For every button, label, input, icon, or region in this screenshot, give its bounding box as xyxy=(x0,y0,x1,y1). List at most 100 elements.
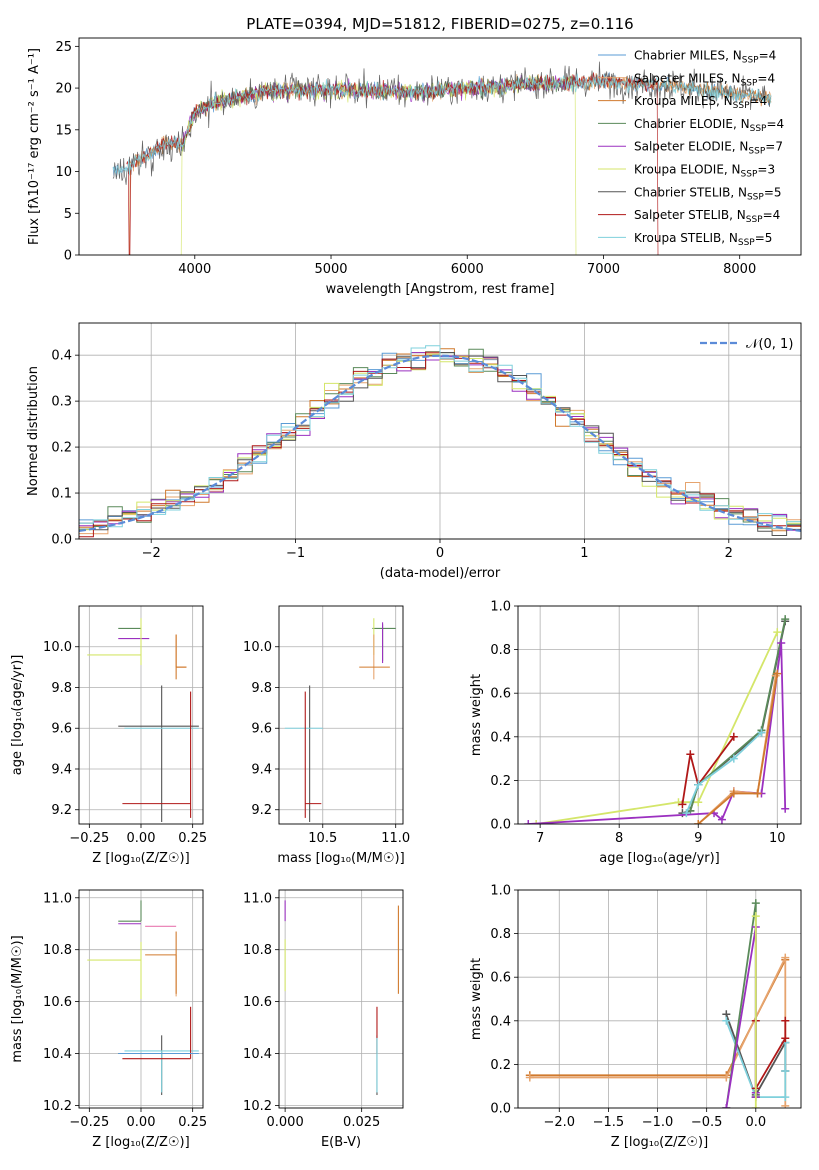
axes-frame xyxy=(78,37,802,256)
legend-label: Chabrier ELODIE, NSSP=4 xyxy=(634,117,784,134)
legend-series-name: Chabrier MILES, N xyxy=(634,49,742,63)
legend-label: Kroupa STELIB, NSSP=5 xyxy=(634,231,772,248)
x-tick-label: 11.0 xyxy=(381,831,410,846)
y-axis-label: mass [log₁₀(M/M☉)] xyxy=(10,935,25,1062)
legend-nssp-value: =4 xyxy=(750,94,768,108)
y-tick-label: 0.4 xyxy=(490,730,511,745)
weight-marker xyxy=(722,1104,731,1108)
legend-series-name: Kroupa STELIB, N xyxy=(634,231,738,245)
y-tick-label: 9.6 xyxy=(51,722,72,737)
mass-vs-metallicity-panel: −0.25 0.00 0.25 10.2 10.4 10.6 10.8 11.0 Z [log₁… xyxy=(10,889,207,1150)
weight-line-salpeter-elodie xyxy=(725,926,757,1108)
errorbar-point xyxy=(118,900,142,922)
legend-subscript: SSP xyxy=(741,78,758,88)
x-axis-label: mass [log₁₀(M/M☉)] xyxy=(277,851,404,866)
x-tick-label: 0.00 xyxy=(127,1115,156,1130)
weight-line-kroupa-stelib xyxy=(685,731,763,814)
errorbar-point xyxy=(175,634,187,668)
spectrum-series-group xyxy=(112,61,772,255)
x-tick-label: 6000 xyxy=(451,262,484,277)
age-vs-metallicity-panel: −0.25 0.00 0.25 9.2 9.4 9.6 9.8 10.0 Z [log₁₀(Z/… xyxy=(10,605,207,866)
y-tick-label: 10.4 xyxy=(43,1047,72,1062)
y-tick-label: 0.6 xyxy=(490,971,511,986)
y-tick-label: 25 xyxy=(55,40,72,55)
weight-marker xyxy=(717,815,726,824)
weight-marker xyxy=(781,1016,790,1025)
legend-nssp-value: =5 xyxy=(764,185,782,199)
x-tick-label: 0.25 xyxy=(178,831,207,846)
weight-marker xyxy=(729,732,738,741)
weight-marker xyxy=(781,615,790,624)
y-tick-label: 10.0 xyxy=(243,640,272,655)
legend-label: Salpeter STELIB, NSSP=4 xyxy=(634,208,780,225)
weight-marker xyxy=(682,809,691,818)
mass-vs-ebv-panel: 0.000 0.025 10.2 10.4 10.6 10.8 11.0 E(B-V) xyxy=(243,889,404,1150)
y-tick-label: 10.0 xyxy=(43,640,72,655)
errorbar-point xyxy=(124,1050,199,1093)
x-tick-label: 0 xyxy=(436,546,444,561)
axes-frame xyxy=(78,605,204,825)
y-tick-label: 10.6 xyxy=(43,995,72,1010)
legend-nssp-value: =4 xyxy=(757,71,775,85)
legend-subscript: SSP xyxy=(746,215,763,225)
weight-marker xyxy=(773,628,782,637)
y-tick-label: 10.8 xyxy=(243,943,272,958)
errorbar-group xyxy=(87,900,199,1096)
x-tick-label: −2 xyxy=(142,546,161,561)
x-tick-label: 7000 xyxy=(587,262,620,277)
y-tick-label: 11.0 xyxy=(243,891,272,906)
legend-series-name: Salpeter STELIB, N xyxy=(634,208,746,222)
y-tick-label: 9.6 xyxy=(251,722,272,737)
y-tick-label: 1.0 xyxy=(490,884,511,899)
x-tick-label: −1.5 xyxy=(593,1115,625,1130)
y-tick-label: 0.0 xyxy=(490,818,511,833)
x-axis-label: wavelength [Angstrom, rest frame] xyxy=(326,282,555,297)
x-tick-label: 10.5 xyxy=(308,831,337,846)
legend-subscript: SSP xyxy=(733,101,750,111)
weight-marker xyxy=(678,800,687,809)
legend-label: Chabrier MILES, NSSP=4 xyxy=(634,49,776,66)
y-tick-label: 0 xyxy=(64,249,72,264)
x-tick-label: 0.0 xyxy=(745,1115,766,1130)
weight-marker xyxy=(781,804,790,813)
legend-series-name: Kroupa MILES, N xyxy=(634,94,733,108)
errorbar-point xyxy=(175,634,187,680)
x-tick-label: 0.00 xyxy=(127,831,156,846)
x-tick-label: 10 xyxy=(769,831,786,846)
legend-label-gaussian: 𝒩(0, 1) xyxy=(746,337,793,352)
figure-title: PLATE=0394, MJD=51812, FIBERID=0275, z=0… xyxy=(246,15,633,33)
errorbar-point xyxy=(118,685,199,822)
histogram-group xyxy=(79,345,801,538)
weight-line-kroupa-elodie xyxy=(536,631,779,824)
errorbar-point xyxy=(304,691,322,818)
y-tick-label: 0.8 xyxy=(490,643,511,658)
y-tick-label: 9.4 xyxy=(251,762,272,777)
gaussian-curve xyxy=(79,354,801,532)
x-tick-label: 0.25 xyxy=(178,1115,207,1130)
x-tick-label: 9 xyxy=(694,831,702,846)
x-axis-label: age [log₁₀(age/yr)] xyxy=(599,851,720,866)
weight-marker xyxy=(781,1066,790,1075)
legend-label: Chabrier STELIB, NSSP=5 xyxy=(634,185,782,202)
axes-frame xyxy=(517,605,802,825)
weight-marker xyxy=(722,1016,731,1025)
weight-lines-group xyxy=(525,899,790,1108)
weight-marker xyxy=(694,798,703,807)
x-axis-label: Z [log₁₀(Z/Z☉)] xyxy=(611,1135,708,1150)
legend-subscript: SSP xyxy=(741,170,758,180)
x-tick-label: 4000 xyxy=(178,262,211,277)
x-tick-label: −1.0 xyxy=(642,1115,674,1130)
weight-marker xyxy=(525,1073,534,1082)
legend-nssp-value: =3 xyxy=(757,163,775,177)
x-tick-label: 7 xyxy=(536,831,544,846)
weight-marker xyxy=(524,820,533,824)
weight-marker xyxy=(753,789,762,798)
weight-lines-group xyxy=(524,615,790,824)
x-tick-label: −2.0 xyxy=(543,1115,575,1130)
y-axis-label: Normed distribution xyxy=(26,366,41,496)
x-tick-label: 5000 xyxy=(314,262,347,277)
x-tick-label: 8 xyxy=(615,831,623,846)
age-vs-mass-panel: 10.5 11.0 9.2 9.4 9.6 9.8 10.0 mass [log₁₀(M/M☉… xyxy=(243,605,410,866)
weight-marker xyxy=(694,780,703,789)
weight-marker xyxy=(777,639,786,648)
